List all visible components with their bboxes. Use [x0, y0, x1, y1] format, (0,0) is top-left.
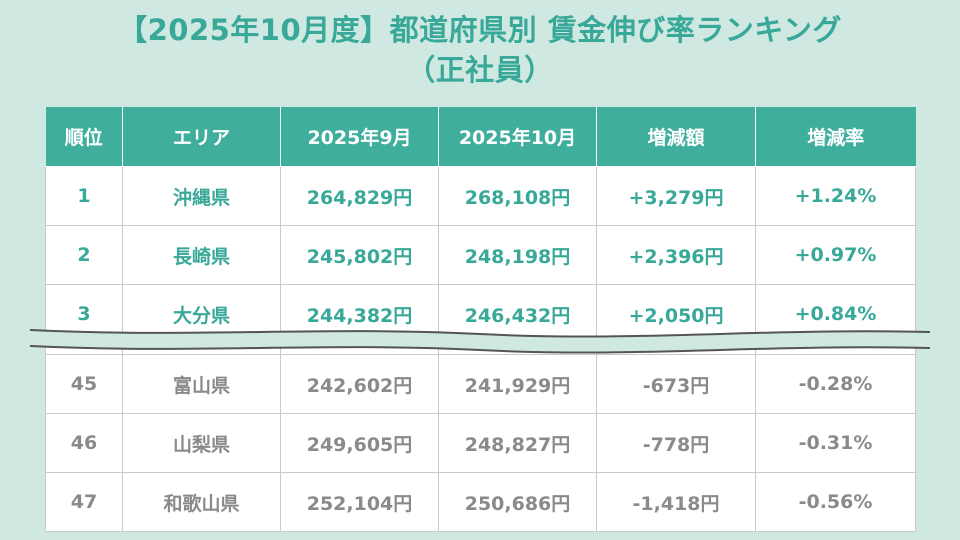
sep-value-cell: 244,382円 — [280, 284, 439, 344]
rank-cell: 2 — [45, 225, 123, 285]
change-amount-cell: -778円 — [596, 413, 756, 473]
change-rate-cell: -0.28% — [755, 354, 916, 414]
area-cell: 長崎県 — [122, 225, 281, 285]
change-amount-cell: +2,050円 — [596, 284, 756, 344]
sep-value-cell: 252,104円 — [280, 472, 439, 532]
area-cell: 和歌山県 — [122, 472, 281, 532]
rank-cell: 3 — [45, 284, 123, 344]
table-header-row: 順位 エリア 2025年9月 2025年10月 増減額 増減率 — [45, 107, 916, 167]
area-cell: 山梨県 — [122, 413, 281, 473]
header-rank: 順位 — [45, 107, 123, 167]
change-amount-cell: -1,418円 — [596, 472, 756, 532]
page-title: 【2025年10月度】都道府県別 賃金伸び率ランキング （正社員） — [0, 10, 960, 90]
rank-cell: 45 — [45, 354, 123, 414]
header-area: エリア — [122, 107, 281, 167]
change-rate-cell: -0.31% — [755, 413, 916, 473]
change-amount-cell: -673円 — [596, 354, 756, 414]
oct-value-cell: 250,686円 — [438, 472, 597, 532]
area-cell: 富山県 — [122, 354, 281, 414]
header-sep-2025: 2025年9月 — [280, 107, 439, 167]
oct-value-cell: 248,827円 — [438, 413, 597, 473]
header-change-amount: 増減額 — [596, 107, 756, 167]
oct-value-cell: 268,108円 — [438, 166, 597, 226]
sep-value-cell: 242,602円 — [280, 354, 439, 414]
ranking-table: 順位 エリア 2025年9月 2025年10月 増減額 増減率 1 沖縄県 26… — [45, 107, 916, 532]
rank-cell: 1 — [45, 166, 123, 226]
table-row: 46 山梨県 249,605円 248,827円 -778円 -0.31% — [45, 413, 916, 473]
change-amount-cell: +2,396円 — [596, 225, 756, 285]
sep-value-cell: 264,829円 — [280, 166, 439, 226]
oct-value-cell: 246,432円 — [438, 284, 597, 344]
header-oct-2025: 2025年10月 — [438, 107, 597, 167]
change-rate-cell: -0.56% — [755, 472, 916, 532]
title-line-2: （正社員） — [406, 53, 554, 87]
rank-cell: 46 — [45, 413, 123, 473]
area-cell: 大分県 — [122, 284, 281, 344]
sep-value-cell: 245,802円 — [280, 225, 439, 285]
oct-value-cell: 241,929円 — [438, 354, 597, 414]
header-change-rate: 増減率 — [755, 107, 916, 167]
table-gap-row — [45, 343, 916, 355]
change-amount-cell: +3,279円 — [596, 166, 756, 226]
change-rate-cell: +0.97% — [755, 225, 916, 285]
title-line-1: 【2025年10月度】都道府県別 賃金伸び率ランキング — [118, 13, 842, 47]
change-rate-cell: +1.24% — [755, 166, 916, 226]
table-row: 1 沖縄県 264,829円 268,108円 +3,279円 +1.24% — [45, 166, 916, 226]
area-cell: 沖縄県 — [122, 166, 281, 226]
change-rate-cell: +0.84% — [755, 284, 916, 344]
oct-value-cell: 248,198円 — [438, 225, 597, 285]
table-row: 3 大分県 244,382円 246,432円 +2,050円 +0.84% — [45, 284, 916, 344]
table-row: 47 和歌山県 252,104円 250,686円 -1,418円 -0.56% — [45, 472, 916, 532]
table-row: 45 富山県 242,602円 241,929円 -673円 -0.28% — [45, 354, 916, 414]
rank-cell: 47 — [45, 472, 123, 532]
table-row: 2 長崎県 245,802円 248,198円 +2,396円 +0.97% — [45, 225, 916, 285]
sep-value-cell: 249,605円 — [280, 413, 439, 473]
